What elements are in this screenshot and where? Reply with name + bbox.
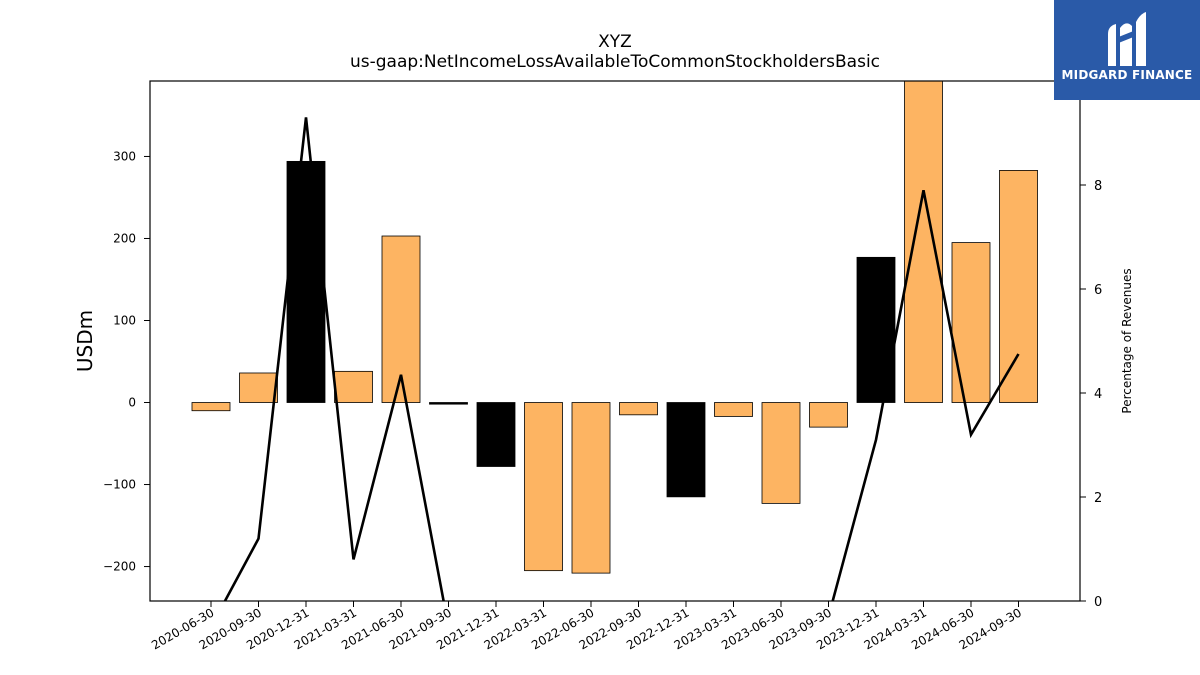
y-tick-label: 100 <box>113 313 136 327</box>
logo: MIDGARD FINANCE <box>1054 0 1200 100</box>
logo-text: MIDGARD FINANCE <box>1061 68 1193 82</box>
bar-2024-03-31 <box>904 81 943 403</box>
bar-layer <box>191 81 1038 574</box>
bar-2023-09-30 <box>809 402 848 428</box>
bar-2022-09-30 <box>619 402 658 416</box>
y-tick-label: 0 <box>128 396 136 410</box>
y-tick-label: 300 <box>113 149 136 163</box>
y2-tick-label: 2 <box>1094 491 1102 506</box>
bar-2021-12-31 <box>476 402 516 467</box>
y2-tick-label: 6 <box>1094 283 1102 298</box>
line-layer <box>223 117 1020 601</box>
bar-2023-06-30 <box>761 402 801 504</box>
y-tick-label: 200 <box>113 231 136 245</box>
bar-2020-09-30 <box>239 372 278 403</box>
chart-title: XYZ <box>598 32 632 52</box>
y2-tick-label: 0 <box>1094 595 1102 610</box>
y-axis-label: USDm <box>73 310 97 372</box>
bar-2021-09-30 <box>429 402 468 405</box>
bar-2023-12-31 <box>856 256 896 403</box>
bar-2024-06-30 <box>951 242 991 403</box>
bar-2022-03-31 <box>524 402 563 572</box>
y2-tick-label: 4 <box>1094 387 1102 402</box>
y-tick-label: −200 <box>103 560 136 574</box>
percentage-line <box>223 117 1020 601</box>
bar-2023-03-31 <box>714 402 753 417</box>
chart-subtitle: us-gaap:NetIncomeLossAvailableToCommonSt… <box>349 52 881 72</box>
bar-2020-06-30 <box>191 402 231 412</box>
midgard-m-icon <box>1108 12 1146 66</box>
y2-axis-label: Percentage of Revenues <box>1120 268 1134 413</box>
bar-2021-03-31 <box>334 370 373 403</box>
bar-2022-06-30 <box>571 402 611 574</box>
bar-2020-12-31 <box>286 160 326 403</box>
bar-2024-09-30 <box>999 170 1038 403</box>
y-tick-label: −100 <box>103 478 136 492</box>
bar-2022-12-31 <box>666 402 706 498</box>
y2-tick-label: 8 <box>1094 179 1102 194</box>
plot-frame <box>149 80 1081 602</box>
